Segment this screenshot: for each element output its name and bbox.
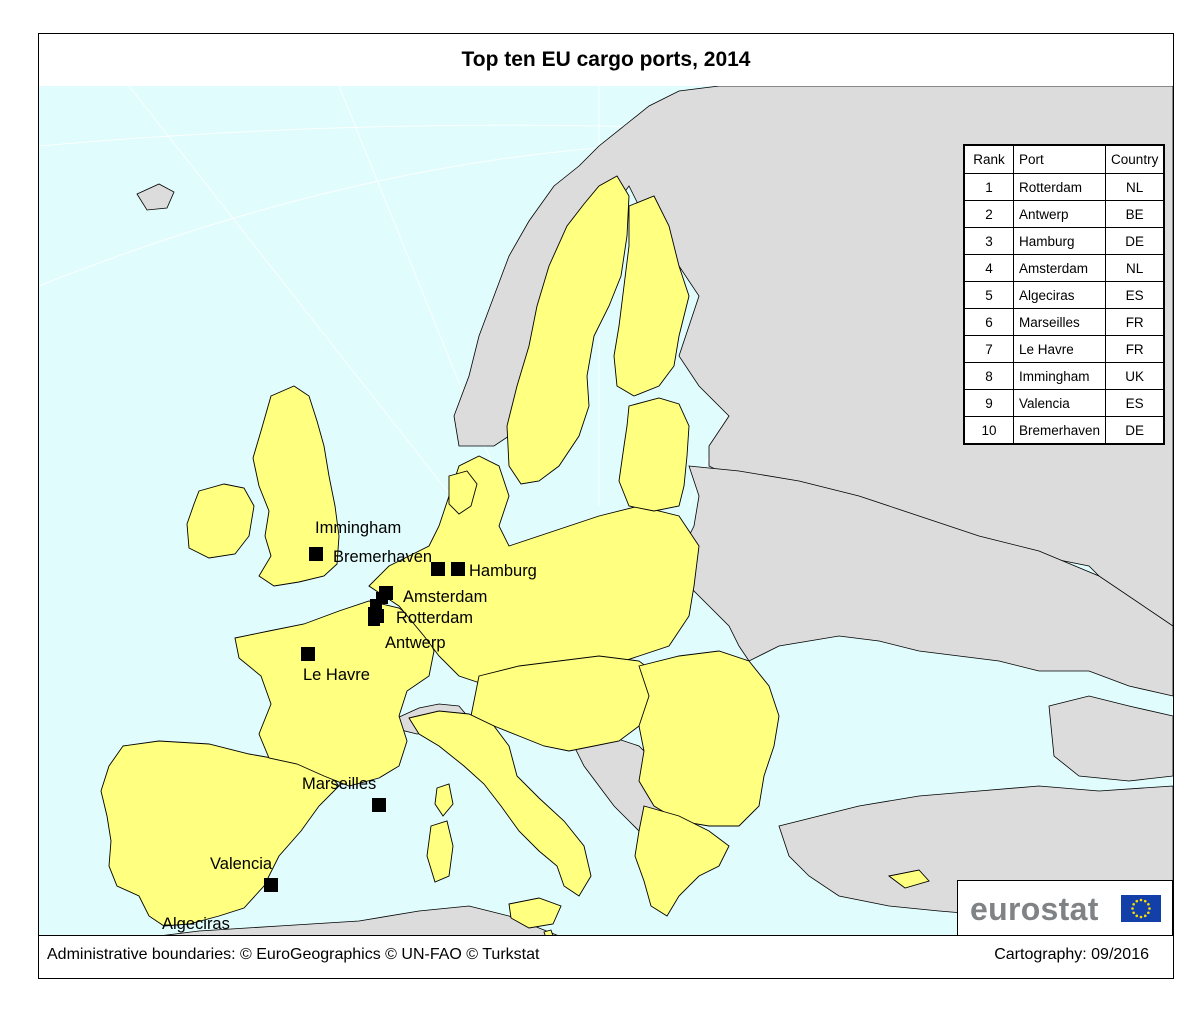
table-row: 2 Antwerp BE <box>963 200 1165 228</box>
table-body: 1 Rotterdam NL 2 Antwerp BE 3 Hamburg DE 4 Amsterd… <box>963 173 1165 445</box>
port-marker-amsterdam <box>379 586 393 600</box>
table-row: 7 Le Havre FR <box>963 335 1165 363</box>
table-header-row: Rank Port Country <box>963 144 1165 174</box>
table-row: 4 Amsterdam NL <box>963 254 1165 282</box>
ports-layer: Immingham Bremerhaven Hamburg Amsterdam Rott… <box>159 519 537 952</box>
cell-country: NL <box>1105 173 1165 201</box>
cell-port: Antwerp <box>1012 200 1107 228</box>
flag-star <box>1139 915 1143 919</box>
table-row: 5 Algeciras ES <box>963 281 1165 309</box>
eurostat-logo: eurostat <box>957 880 1173 940</box>
port-marker-marseilles <box>372 798 386 812</box>
port-label-immingham: Immingham <box>315 519 401 537</box>
port-label-marseilles: Marseilles <box>302 775 376 793</box>
title-bar: Top ten EU cargo ports, 2014 <box>39 34 1173 87</box>
cell-rank: 9 <box>963 389 1014 417</box>
port-label-antwerp: Antwerp <box>385 634 446 652</box>
port-label-le-havre: Le Havre <box>303 666 370 684</box>
flag-star <box>1135 899 1139 903</box>
port-label-algeciras: Algeciras <box>162 915 230 933</box>
flag-star <box>1143 899 1147 903</box>
port-label-valencia: Valencia <box>210 855 273 873</box>
port-marker-valencia <box>264 878 278 892</box>
port-marker-immingham <box>309 547 323 561</box>
port-marker-hamburg <box>451 562 465 576</box>
port-label-hamburg: Hamburg <box>469 562 537 580</box>
cell-country: BE <box>1105 200 1165 228</box>
ports-table: Rank Port Country 1 Rotterdam NL 2 Antwerp BE… <box>963 144 1166 445</box>
cell-country: ES <box>1105 281 1165 309</box>
cell-port: Immingham <box>1012 362 1107 390</box>
cell-country: FR <box>1105 335 1165 363</box>
flag-star <box>1131 907 1134 910</box>
cell-rank: 6 <box>963 308 1014 336</box>
cell-port: Marseilles <box>1012 308 1107 336</box>
cell-port: Bremerhaven <box>1012 416 1107 445</box>
map-title: Top ten EU cargo ports, 2014 <box>461 48 751 71</box>
table-row: 3 Hamburg DE <box>963 227 1165 255</box>
flag-star <box>1132 911 1135 915</box>
port-label-rotterdam: Rotterdam <box>396 609 473 627</box>
table-row: 10 Bremerhaven DE <box>963 416 1165 445</box>
cell-rank: 3 <box>963 227 1014 255</box>
footer-attribution: Administrative boundaries: © EuroGeograp… <box>47 946 540 963</box>
cell-rank: 5 <box>963 281 1014 309</box>
cell-country: FR <box>1105 308 1165 336</box>
header-port: Port <box>1012 144 1107 174</box>
flag-star <box>1135 914 1139 918</box>
cell-rank: 4 <box>963 254 1014 282</box>
eurostat-wordmark: eurostat <box>970 891 1099 927</box>
flag-star <box>1139 898 1143 902</box>
eu-flag-stars <box>1131 898 1151 919</box>
eu-flag-icon <box>1121 895 1161 922</box>
cell-port: Le Havre <box>1012 335 1107 363</box>
cell-country: DE <box>1105 416 1165 445</box>
cell-country: ES <box>1105 389 1165 417</box>
cell-country: NL <box>1105 254 1165 282</box>
port-marker-le-havre <box>301 647 315 661</box>
port-label-bremerhaven: Bremerhaven <box>333 548 432 566</box>
flag-star <box>1148 907 1151 910</box>
header-country: Country <box>1105 144 1165 174</box>
flag-star <box>1132 902 1135 906</box>
cell-port: Algeciras <box>1012 281 1107 309</box>
cell-country: DE <box>1105 227 1165 255</box>
table-row: 9 Valencia ES <box>963 389 1165 417</box>
cell-rank: 10 <box>963 416 1014 445</box>
table-row: 6 Marseilles FR <box>963 308 1165 336</box>
cell-port: Hamburg <box>1012 227 1107 255</box>
map-frame: Top ten EU cargo ports, 2014 <box>38 33 1174 979</box>
port-label-amsterdam: Amsterdam <box>403 588 487 606</box>
port-marker-bremerhaven <box>431 562 445 576</box>
cell-rank: 7 <box>963 335 1014 363</box>
footer: Administrative boundaries: © EuroGeograp… <box>39 935 1173 978</box>
footer-cartography-date: Cartography: 09/2016 <box>994 946 1149 963</box>
eu-land <box>100 175 930 955</box>
cell-rank: 2 <box>963 200 1014 228</box>
cell-country: UK <box>1105 362 1165 390</box>
port-marker-antwerp <box>368 607 382 621</box>
table-row: 8 Immingham UK <box>963 362 1165 390</box>
cell-port: Valencia <box>1012 389 1107 417</box>
table-row: 1 Rotterdam NL <box>963 173 1165 201</box>
flag-star <box>1147 902 1150 906</box>
cell-rank: 8 <box>963 362 1014 390</box>
header-rank: Rank <box>963 144 1014 174</box>
cell-port: Rotterdam <box>1012 173 1107 201</box>
map-area: Immingham Bremerhaven Hamburg Amsterdam Rott… <box>39 86 1173 968</box>
cell-port: Amsterdam <box>1012 254 1107 282</box>
flag-star <box>1143 914 1147 918</box>
cell-rank: 1 <box>963 173 1014 201</box>
flag-star <box>1147 911 1150 915</box>
